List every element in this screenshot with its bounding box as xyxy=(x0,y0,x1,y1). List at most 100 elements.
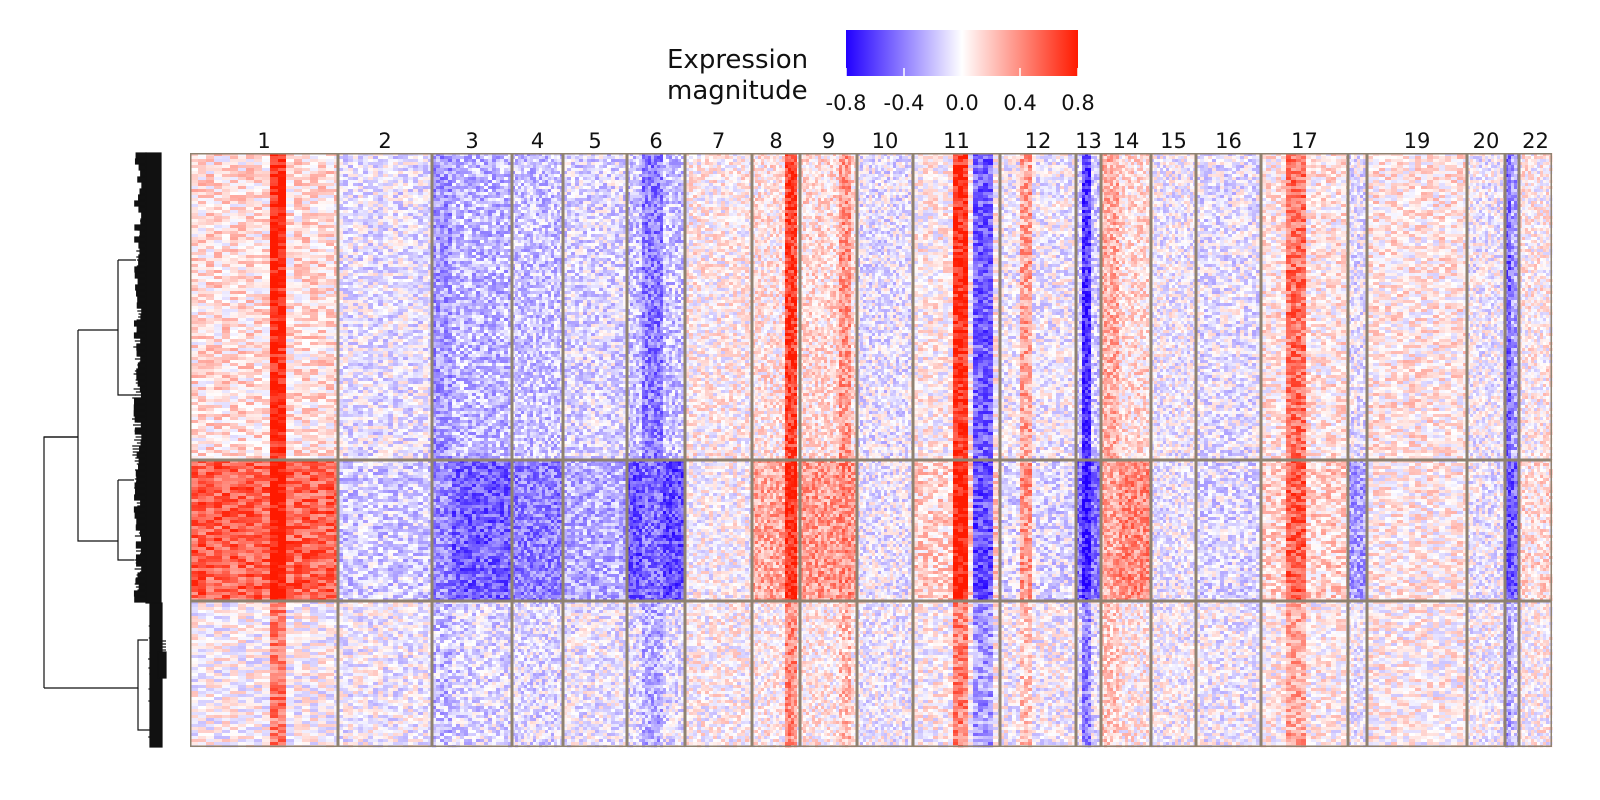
dendrogram-leaves xyxy=(139,243,146,248)
heatmap-cell xyxy=(824,156,828,159)
heatmap-cell xyxy=(1281,162,1287,165)
heatmap-cell xyxy=(705,162,710,165)
heatmap-cell xyxy=(1091,156,1095,159)
heatmap-cell xyxy=(1497,159,1501,162)
heatmap-cell xyxy=(666,159,670,162)
dendrogram-leaves xyxy=(146,153,161,603)
heatmap-cell xyxy=(1531,156,1535,159)
heatmap-cell xyxy=(905,159,909,162)
heatmap-cell xyxy=(785,156,789,159)
heatmap-cell xyxy=(697,159,702,162)
heatmap-cell xyxy=(725,156,730,159)
heatmap-cell xyxy=(238,162,247,165)
heatmap-cell xyxy=(713,162,718,165)
heatmap-cell xyxy=(1110,162,1114,165)
heatmap-cell xyxy=(963,165,969,168)
heatmap-cell xyxy=(809,159,813,162)
heatmap-cell xyxy=(815,165,819,168)
heatmap-cell xyxy=(678,159,682,162)
heatmap-cell xyxy=(1248,156,1253,159)
heatmap-cell xyxy=(1397,159,1404,162)
heatmap-cell xyxy=(860,165,864,168)
dendrogram-leaves xyxy=(137,519,146,524)
heatmap-cell xyxy=(948,159,954,162)
heatmap-cell xyxy=(839,165,843,168)
heatmap-cell xyxy=(660,165,664,168)
heatmap-cell xyxy=(1119,159,1123,162)
heatmap-cell xyxy=(890,156,894,159)
heatmap-cell xyxy=(733,165,738,168)
heatmap-cell xyxy=(1004,165,1009,168)
heatmap-cell xyxy=(1134,156,1138,159)
dendrogram-leaves xyxy=(141,423,146,428)
heatmap-cell xyxy=(611,159,616,162)
heatmap-cell xyxy=(689,159,694,162)
heatmap-cell xyxy=(794,159,798,162)
heatmap-cell xyxy=(983,159,989,162)
heatmap-cell xyxy=(1357,159,1361,162)
heatmap-cell xyxy=(776,162,780,165)
heatmap-cell xyxy=(1421,159,1428,162)
heatmap-cell xyxy=(1482,159,1486,162)
heatmap-cell xyxy=(953,159,959,162)
heatmap-cell xyxy=(1540,162,1544,165)
heatmap-cell xyxy=(1204,159,1209,162)
heatmap-cell xyxy=(567,162,572,165)
heatmap-cell xyxy=(1128,156,1132,159)
heatmap-cell xyxy=(1220,159,1225,162)
heatmap-cell xyxy=(444,159,449,162)
heatmap-cell xyxy=(928,156,934,159)
heatmap-cell xyxy=(1125,159,1129,162)
heatmap-cell xyxy=(408,162,414,165)
heatmap-cell xyxy=(595,165,600,168)
heatmap-cell xyxy=(1248,159,1253,162)
heatmap-cell xyxy=(1248,162,1253,165)
heatmap-cell xyxy=(1094,159,1098,162)
heatmap-cell xyxy=(721,156,726,159)
heatmap-cell xyxy=(326,162,335,165)
heatmap-cell xyxy=(827,165,831,168)
heatmap-cell xyxy=(326,159,335,162)
heatmap-cell xyxy=(1360,159,1364,162)
heatmap-cell xyxy=(358,159,364,162)
heatmap-cell xyxy=(1122,159,1126,162)
dendrogram-leaves xyxy=(135,495,146,500)
heatmap-cell xyxy=(1116,162,1120,165)
heatmap-cell xyxy=(1470,159,1474,162)
heatmap-cell xyxy=(709,162,714,165)
heatmap-cell xyxy=(476,159,481,162)
heatmap-cell xyxy=(619,165,624,168)
heatmap-cell xyxy=(845,162,849,165)
heatmap-cell xyxy=(767,156,771,159)
heatmap-cell xyxy=(575,159,580,162)
heatmap-cell xyxy=(423,162,429,165)
heatmap-cell xyxy=(1403,162,1410,165)
heatmap-cell xyxy=(908,162,912,165)
heatmap-cell xyxy=(1040,156,1045,159)
heatmap-cell xyxy=(1360,156,1364,159)
heatmap-cell xyxy=(611,165,616,168)
heatmap-cell xyxy=(645,156,649,159)
heatmap-cell xyxy=(773,156,777,159)
heatmap-cell xyxy=(206,165,215,168)
heatmap-cell xyxy=(1024,162,1029,165)
heatmap-cell xyxy=(733,162,738,165)
heatmap-cell xyxy=(238,159,247,162)
heatmap-cell xyxy=(782,156,786,159)
heatmap-cell xyxy=(1082,156,1086,159)
heatmap-cell xyxy=(440,165,445,168)
heatmap-cell xyxy=(1208,156,1213,159)
heatmap-cell xyxy=(1064,159,1069,162)
heatmap-cell xyxy=(1048,162,1053,165)
heatmap-cell xyxy=(884,159,888,162)
heatmap-cell xyxy=(860,159,864,162)
heatmap-cell xyxy=(1178,162,1182,165)
heatmap-cell xyxy=(875,165,879,168)
heatmap-cell xyxy=(554,162,558,165)
dendrogram-leaves xyxy=(136,285,146,290)
heatmap-cell xyxy=(1415,156,1422,159)
dendrogram-leaves xyxy=(134,405,146,410)
heatmap-cell xyxy=(1040,159,1045,162)
heatmap-cell xyxy=(1208,159,1213,162)
heatmap-cell xyxy=(383,159,389,162)
